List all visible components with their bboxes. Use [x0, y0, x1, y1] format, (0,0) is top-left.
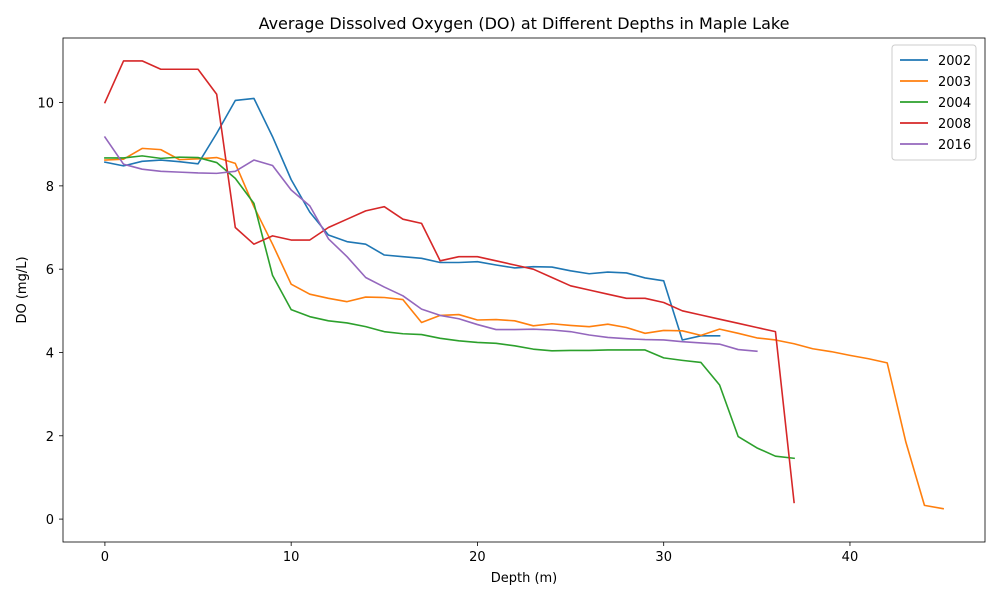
chart-title: Average Dissolved Oxygen (DO) at Differe… [259, 14, 790, 33]
y-axis-title: DO (mg/L) [15, 256, 30, 323]
y-tick-label: 8 [46, 180, 54, 195]
x-axis-title: Depth (m) [491, 571, 558, 586]
y-tick-label: 6 [46, 263, 54, 278]
x-tick-label: 30 [655, 550, 672, 565]
legend-box [891, 44, 977, 161]
series-layer [103, 60, 945, 510]
series-line-2003 [104, 147, 945, 510]
series-line-2002 [103, 97, 721, 341]
legend-label-2016: 2016 [938, 138, 971, 153]
plot-frame [62, 37, 986, 543]
y-tick-label: 4 [46, 346, 54, 361]
x-tick-label: 40 [842, 550, 859, 565]
legend-label-2004: 2004 [938, 96, 971, 111]
legend-label-2008: 2008 [938, 117, 971, 132]
x-axis: 0 10 20 30 40 [101, 542, 858, 565]
legend: 2002 2003 2004 2008 2016 [891, 44, 977, 161]
series-line-2016 [103, 136, 758, 353]
x-tick-label: 10 [283, 550, 300, 565]
y-axis: 0 2 4 6 8 10 [37, 97, 63, 528]
y-tick-label: 2 [46, 430, 54, 445]
series-line-2008 [103, 60, 795, 504]
x-tick-label: 20 [469, 550, 486, 565]
y-tick-label: 0 [46, 513, 54, 528]
y-tick-label: 10 [37, 97, 54, 112]
legend-label-2003: 2003 [938, 75, 971, 90]
legend-label-2002: 2002 [938, 54, 971, 69]
series-line-2004 [104, 155, 795, 460]
x-tick-label: 0 [101, 550, 109, 565]
